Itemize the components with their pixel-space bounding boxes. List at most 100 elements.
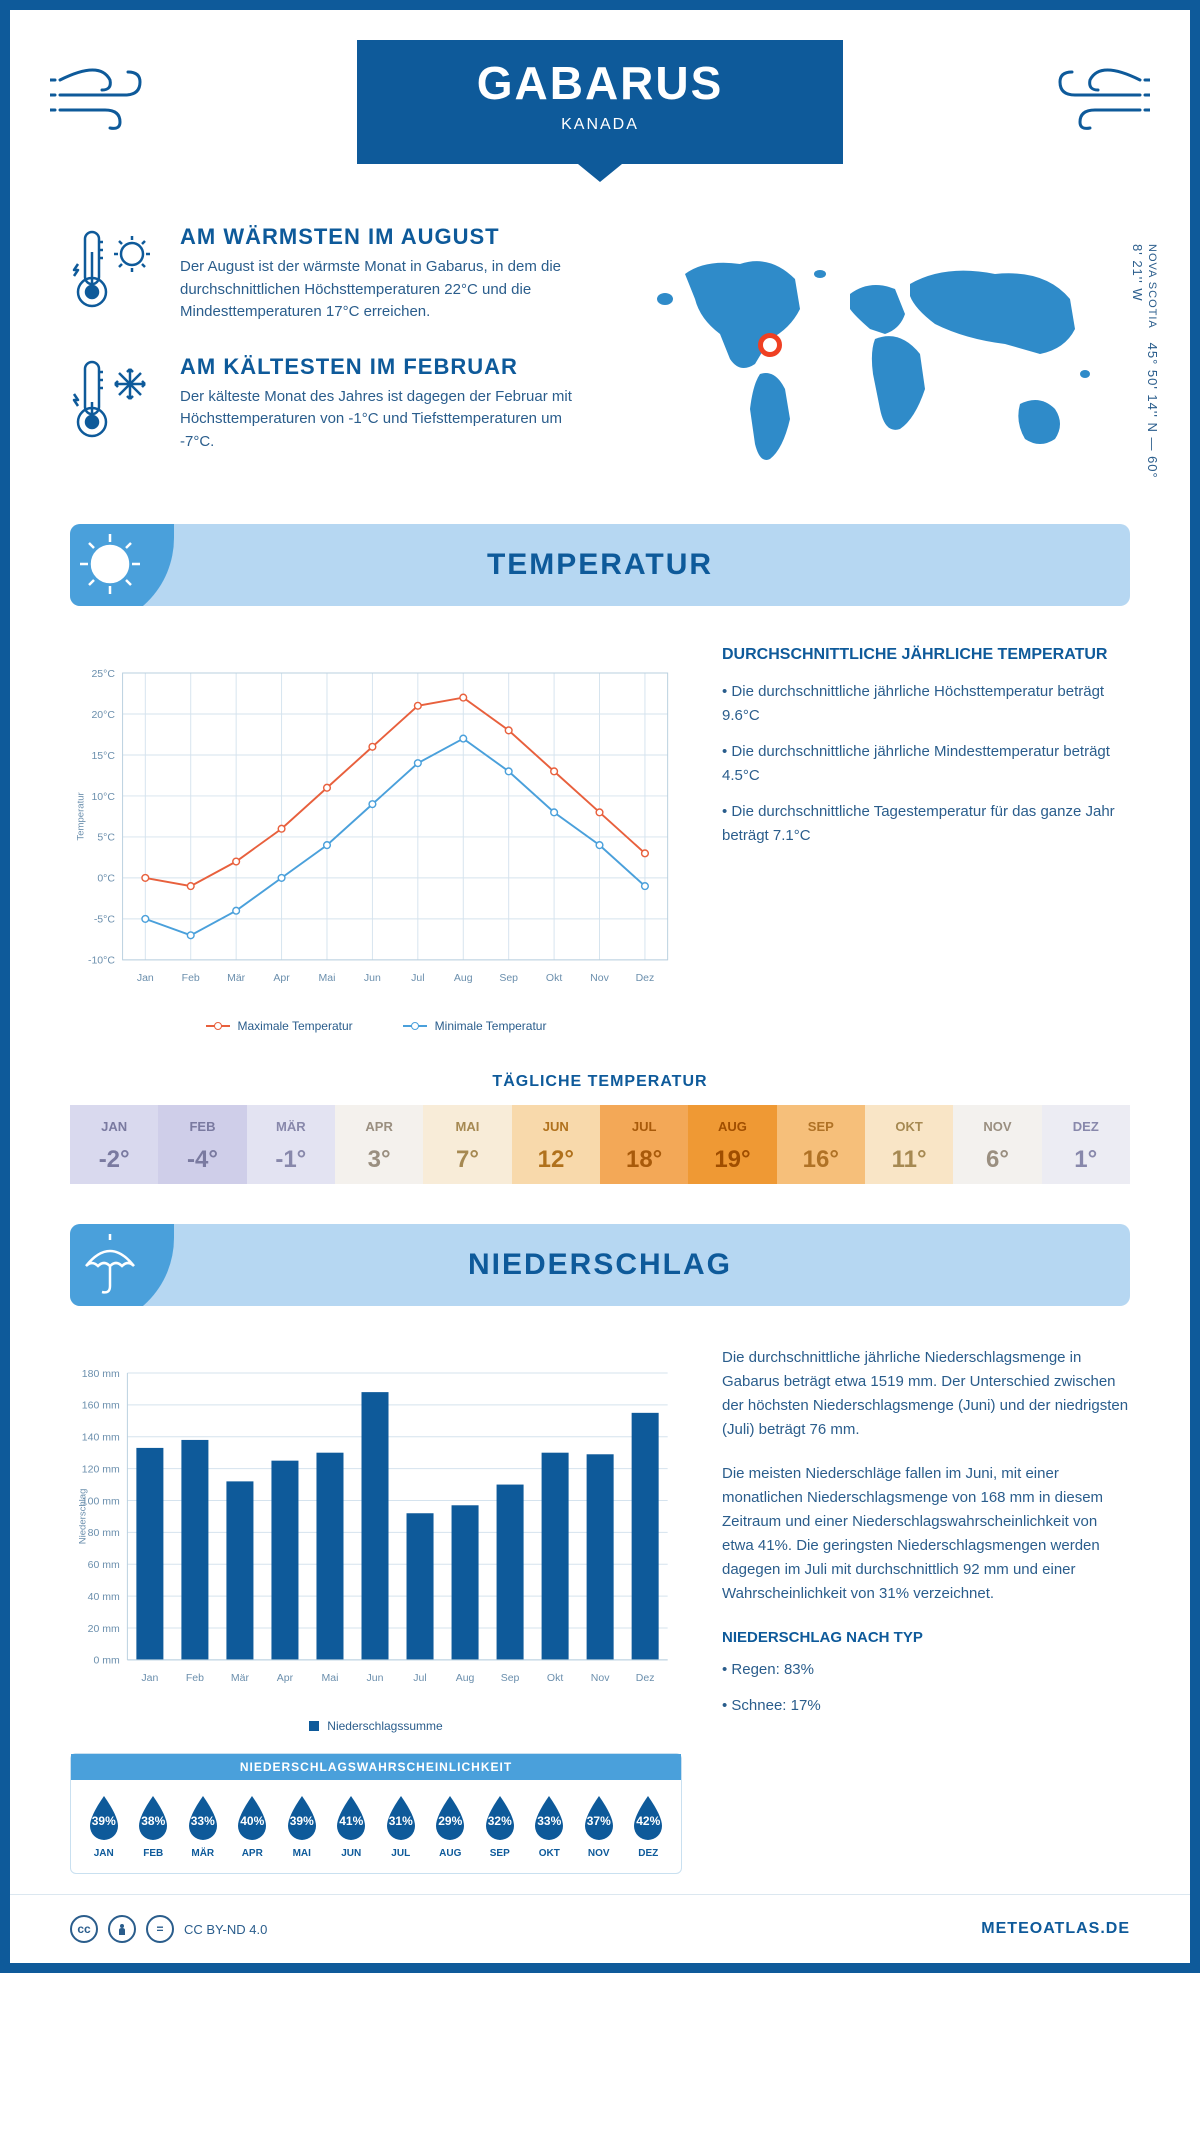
- prob-cell: 37% NOV: [576, 1794, 622, 1859]
- thermometer-snow-icon: [70, 354, 160, 444]
- daily-cell: MÄR-1°: [247, 1105, 335, 1184]
- precip-type-bullet: • Schnee: 17%: [722, 1694, 1130, 1718]
- inner: GABARUS KANADA: [10, 10, 1190, 1963]
- svg-text:Apr: Apr: [273, 972, 290, 984]
- daily-cell: DEZ 1°: [1042, 1105, 1130, 1184]
- svg-text:Jan: Jan: [141, 1672, 158, 1684]
- daily-month: APR: [335, 1119, 423, 1134]
- header: GABARUS KANADA: [10, 10, 1190, 224]
- daily-value: 1°: [1042, 1146, 1130, 1174]
- svg-text:20°C: 20°C: [91, 709, 115, 721]
- svg-text:Mär: Mär: [231, 1672, 250, 1684]
- svg-text:Aug: Aug: [454, 972, 473, 984]
- temp-avg-bullet: • Die durchschnittliche jährliche Höchst…: [722, 680, 1130, 728]
- daily-value: 19°: [688, 1146, 776, 1174]
- daily-title: TÄGLICHE TEMPERATUR: [10, 1073, 1190, 1091]
- precip-section: 0 mm20 mm40 mm60 mm80 mm100 mm120 mm140 …: [10, 1306, 1190, 1894]
- prob-month: SEP: [477, 1848, 523, 1859]
- prob-value: 33%: [191, 1814, 215, 1828]
- prob-month: AUG: [428, 1848, 474, 1859]
- drop-icon: 33%: [529, 1794, 569, 1842]
- daily-value: -4°: [158, 1146, 246, 1174]
- svg-text:40 mm: 40 mm: [88, 1591, 120, 1603]
- svg-text:15°C: 15°C: [91, 750, 115, 762]
- summary-content: AM KÄLTESTEN IM FEBRUAR Der kälteste Mon…: [180, 354, 580, 454]
- svg-text:0°C: 0°C: [97, 873, 115, 885]
- daily-month: SEP: [777, 1119, 865, 1134]
- svg-text:Jul: Jul: [413, 1672, 426, 1684]
- section-header-precip: NIEDERSCHLAG: [70, 1224, 1130, 1306]
- drop-icon: 31%: [381, 1794, 421, 1842]
- daily-value: 18°: [600, 1146, 688, 1174]
- prob-value: 29%: [438, 1814, 462, 1828]
- svg-text:Aug: Aug: [456, 1672, 475, 1684]
- daily-month: MAI: [423, 1119, 511, 1134]
- summary-row: AM WÄRMSTEN IM AUGUST Der August ist der…: [10, 224, 1190, 524]
- world-map: [620, 224, 1130, 484]
- region-label: NOVA SCOTIA: [1146, 244, 1158, 329]
- daily-month: DEZ: [1042, 1119, 1130, 1134]
- daily-cell: JUN12°: [512, 1105, 600, 1184]
- svg-text:5°C: 5°C: [97, 832, 115, 844]
- daily-value: 7°: [423, 1146, 511, 1174]
- svg-text:Feb: Feb: [182, 972, 200, 984]
- prob-value: 37%: [587, 1814, 611, 1828]
- temp-section: -10°C-5°C0°C5°C10°C15°C20°C25°CJanFebMär…: [10, 606, 1190, 1053]
- prob-cell: 42% DEZ: [626, 1794, 672, 1859]
- prob-month: MAI: [279, 1848, 325, 1859]
- daily-month: MÄR: [247, 1119, 335, 1134]
- prob-value: 39%: [92, 1814, 116, 1828]
- svg-text:Okt: Okt: [546, 972, 562, 984]
- summary-left: AM WÄRMSTEN IM AUGUST Der August ist der…: [70, 224, 580, 484]
- drop-icon: 37%: [579, 1794, 619, 1842]
- svg-text:180 mm: 180 mm: [82, 1368, 120, 1380]
- drop-icon: 42%: [628, 1794, 668, 1842]
- license-text: CC BY-ND 4.0: [184, 1922, 267, 1937]
- warmest-title: AM WÄRMSTEN IM AUGUST: [180, 224, 580, 250]
- temp-side: DURCHSCHNITTLICHE JÄHRLICHE TEMPERATUR •…: [722, 646, 1130, 1033]
- daily-cell: JUL18°: [600, 1105, 688, 1184]
- prob-month: MÄR: [180, 1848, 226, 1859]
- daily-value: 6°: [953, 1146, 1041, 1174]
- license: cc = CC BY-ND 4.0: [70, 1915, 267, 1943]
- svg-text:Feb: Feb: [186, 1672, 204, 1684]
- prob-value: 42%: [636, 1814, 660, 1828]
- coldest-title: AM KÄLTESTEN IM FEBRUAR: [180, 354, 580, 380]
- precip-p2: Die meisten Niederschläge fallen im Juni…: [722, 1462, 1130, 1606]
- probability-row: 39% JAN 38% FEB 33% MÄR 40% APR 39% MAI …: [71, 1780, 681, 1873]
- precip-chart-wrap: 0 mm20 mm40 mm60 mm80 mm100 mm120 mm140 …: [70, 1346, 682, 1874]
- precip-type-bullet: • Regen: 83%: [722, 1658, 1130, 1682]
- prob-cell: 39% JAN: [81, 1794, 127, 1859]
- legend-precip-label: Niederschlagssumme: [327, 1719, 442, 1733]
- drop-icon: 41%: [331, 1794, 371, 1842]
- temp-chart-wrap: -10°C-5°C0°C5°C10°C15°C20°C25°CJanFebMär…: [70, 646, 682, 1033]
- daily-value: -2°: [70, 1146, 158, 1174]
- svg-text:Jan: Jan: [137, 972, 154, 984]
- svg-text:Sep: Sep: [499, 972, 518, 984]
- daily-cell: AUG19°: [688, 1105, 776, 1184]
- prob-month: APR: [230, 1848, 276, 1859]
- umbrella-icon: [70, 1224, 174, 1306]
- drop-icon: 39%: [84, 1794, 124, 1842]
- prob-month: NOV: [576, 1848, 622, 1859]
- daily-cell: OKT11°: [865, 1105, 953, 1184]
- daily-value: 11°: [865, 1146, 953, 1174]
- daily-cell: APR3°: [335, 1105, 423, 1184]
- svg-text:Niederschlag: Niederschlag: [77, 1489, 88, 1545]
- prob-cell: 39% MAI: [279, 1794, 325, 1859]
- svg-text:Okt: Okt: [547, 1672, 563, 1684]
- section-header-temp: TEMPERATUR: [70, 524, 1130, 606]
- daily-cell: FEB-4°: [158, 1105, 246, 1184]
- svg-text:25°C: 25°C: [91, 668, 115, 680]
- legend-min: Minimale Temperatur: [403, 1019, 547, 1033]
- prob-value: 39%: [290, 1814, 314, 1828]
- svg-text:80 mm: 80 mm: [88, 1527, 120, 1539]
- svg-text:Dez: Dez: [636, 1672, 655, 1684]
- prob-month: OKT: [527, 1848, 573, 1859]
- title-banner: GABARUS KANADA: [357, 40, 844, 164]
- svg-text:Sep: Sep: [501, 1672, 520, 1684]
- svg-text:Mai: Mai: [322, 1672, 339, 1684]
- nd-icon: =: [146, 1915, 174, 1943]
- drop-icon: 29%: [430, 1794, 470, 1842]
- page-subtitle: KANADA: [477, 116, 724, 134]
